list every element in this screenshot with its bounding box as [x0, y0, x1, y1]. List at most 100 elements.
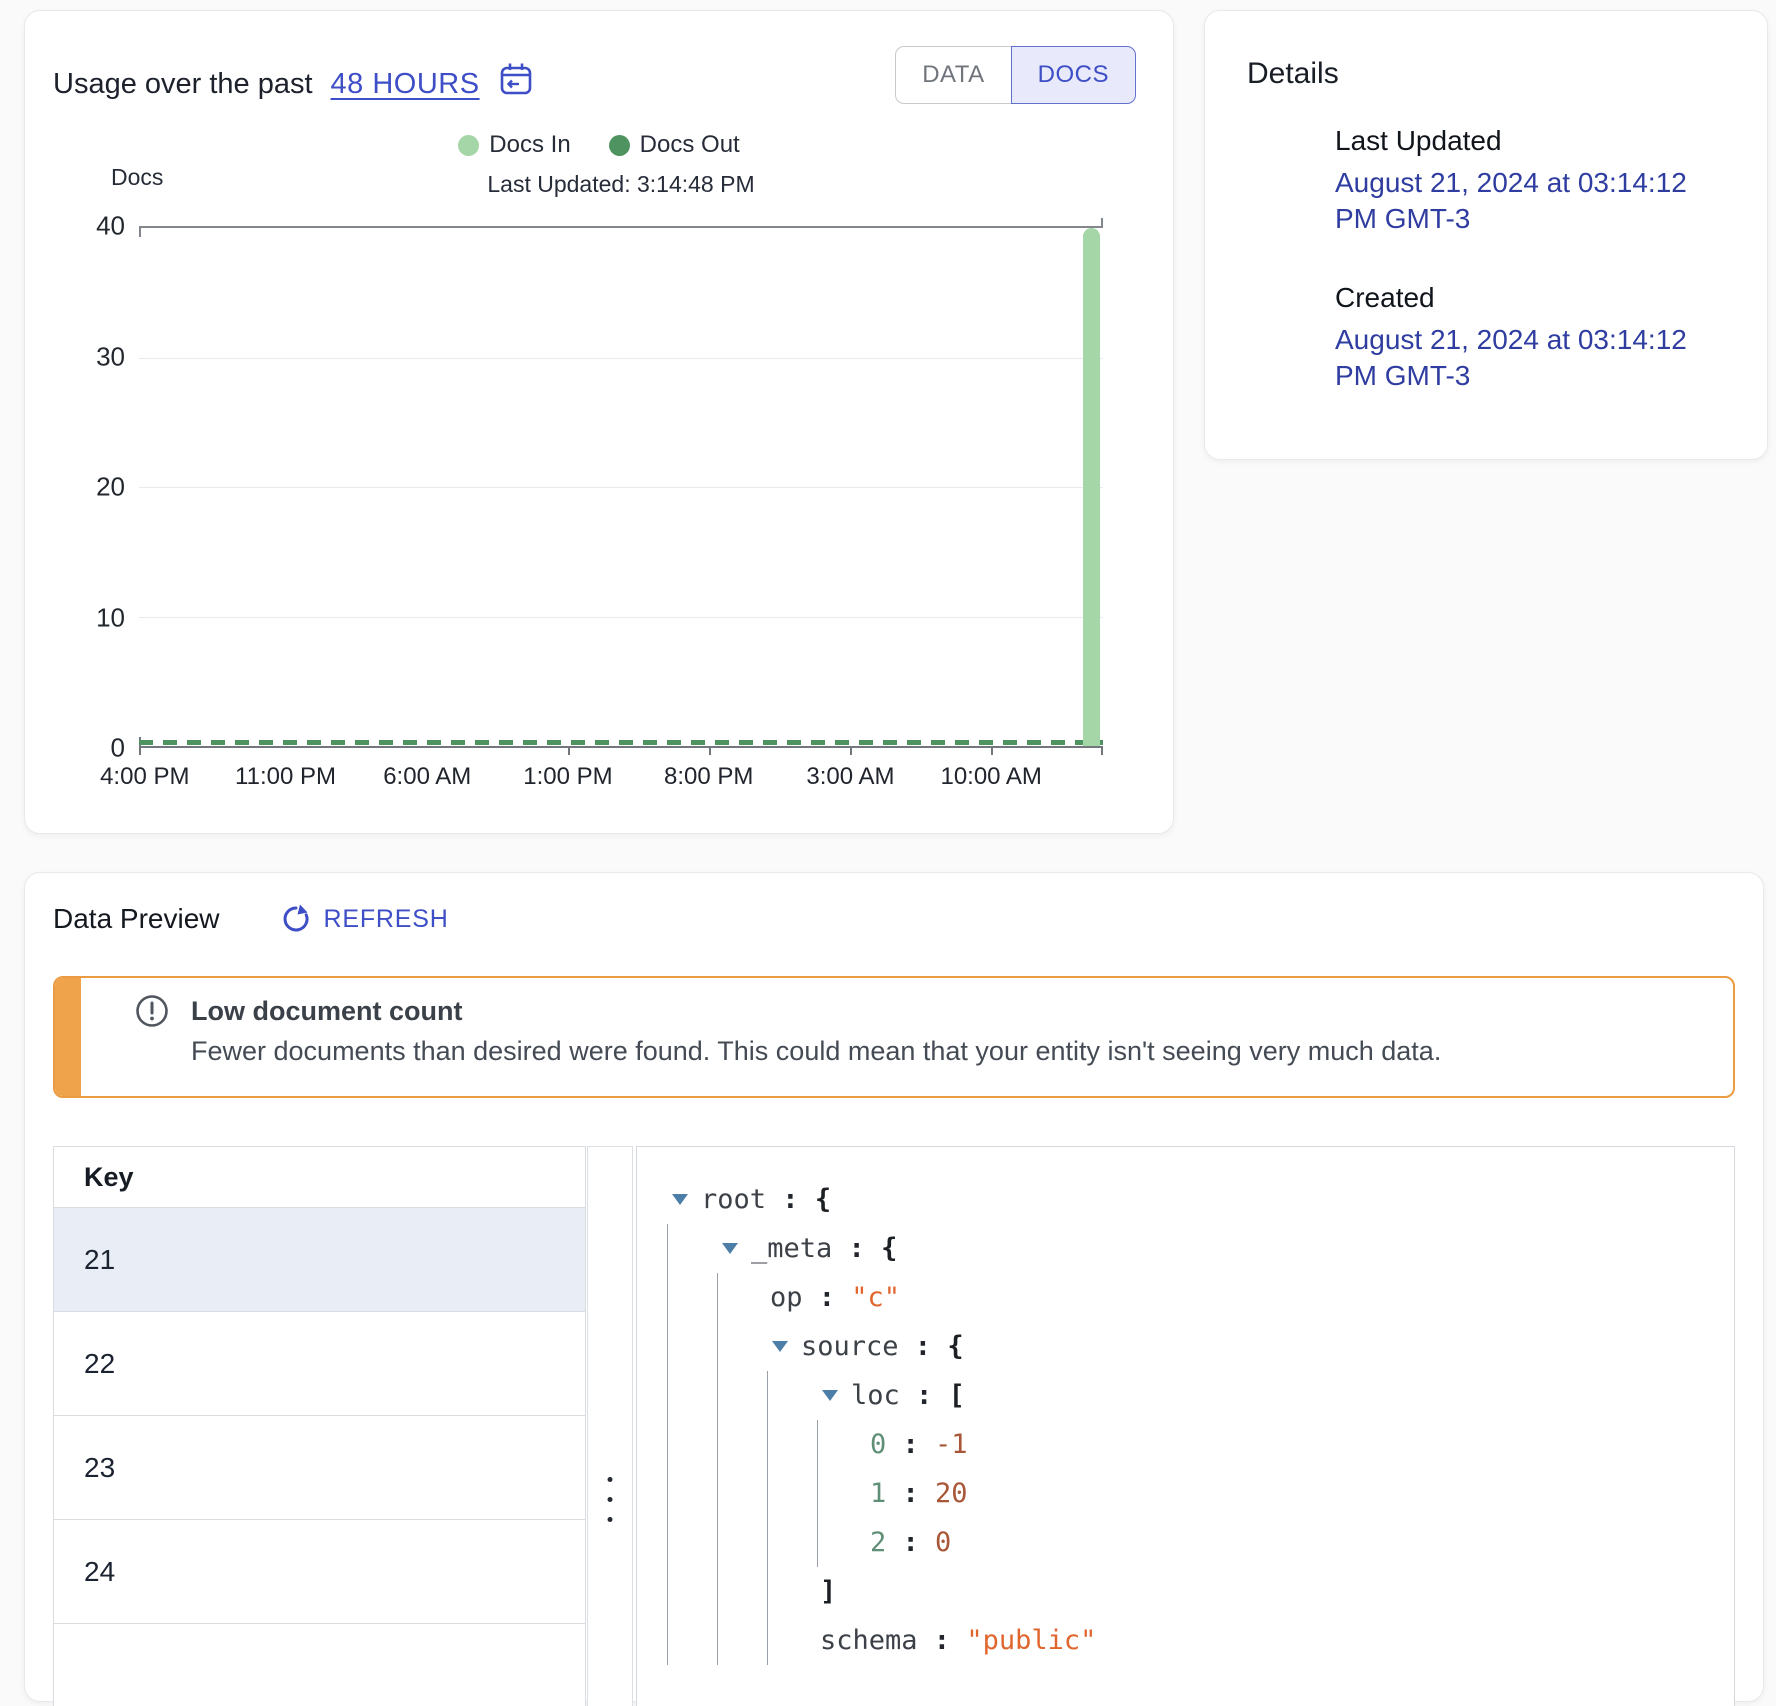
- details-items: Last Updated August 21, 2024 at 03:14:12…: [1335, 125, 1727, 395]
- details-title: Details: [1247, 57, 1339, 90]
- json-key: op: [770, 1282, 803, 1313]
- json-value: -1: [935, 1429, 968, 1460]
- refresh-button[interactable]: REFRESH: [280, 903, 449, 935]
- json-key: source: [801, 1331, 899, 1362]
- panel-resize-handle[interactable]: [587, 1146, 633, 1706]
- json-tree-line: _meta : {: [666, 1224, 1724, 1273]
- docs-out-dot-icon: [608, 134, 630, 156]
- calendar-icon[interactable]: [498, 61, 534, 97]
- indent-guide: [666, 1371, 716, 1420]
- collapse-arrow-icon[interactable]: [666, 1194, 701, 1205]
- warning-accent-bar: [55, 978, 81, 1096]
- key-table-row-partial: [54, 1624, 585, 1706]
- indent-guide: [666, 1567, 716, 1616]
- collapse-arrow-icon[interactable]: [766, 1341, 801, 1352]
- y-axis-tick-labels: 40 30 20 10 0: [45, 211, 125, 763]
- indent-guide: [666, 1322, 716, 1371]
- collapse-arrow-icon[interactable]: [816, 1390, 851, 1401]
- refresh-label: REFRESH: [323, 904, 449, 933]
- warning-icon: [135, 994, 169, 1028]
- gridline-20: [139, 487, 1103, 488]
- json-value: 0: [935, 1527, 952, 1558]
- indent-guide: [816, 1518, 866, 1567]
- chart-legend: Docs In Docs Out: [25, 131, 1173, 159]
- details-card: Details Last Updated August 21, 2024 at …: [1204, 10, 1768, 460]
- preview-content-row: Key 21 22 23 24 root : {_meta : { op : "c" so…: [53, 1146, 1735, 1706]
- json-tree-line: 2 : 0: [666, 1518, 1724, 1567]
- indent-guide: [716, 1469, 766, 1518]
- x-axis-tick: [1101, 746, 1103, 755]
- x-axis-tick: [850, 746, 853, 755]
- data-docs-toggle: DATA DOCS: [895, 46, 1136, 104]
- gridline-10: [139, 616, 1103, 618]
- collapse-arrow-icon[interactable]: [716, 1243, 751, 1254]
- key-table-row[interactable]: 23: [54, 1416, 585, 1521]
- x-axis-tick: [991, 746, 994, 755]
- toggle-data-button[interactable]: DATA: [895, 46, 1011, 104]
- indent-guide: [716, 1322, 766, 1371]
- data-preview-card: Data Preview REFRESH: [24, 872, 1764, 1706]
- key-table-row[interactable]: 24: [54, 1520, 585, 1625]
- gridline-30: [139, 357, 1103, 359]
- json-key: loc: [851, 1380, 900, 1411]
- usage-card: Usage over the past 48 HOURS DATA DOCS D…: [24, 10, 1174, 834]
- y-tick-label: 40: [96, 210, 125, 241]
- json-close-bracket: ]: [820, 1576, 837, 1607]
- key-table-row[interactable]: 22: [54, 1312, 585, 1417]
- y-tick-label: 30: [96, 341, 125, 371]
- json-value: "public": [966, 1625, 1097, 1656]
- json-open-bracket: {: [814, 1184, 832, 1215]
- data-preview-header: Data Preview REFRESH: [53, 899, 1735, 939]
- detail-item-created: Created August 21, 2024 at 03:14:12 PM G…: [1335, 282, 1727, 395]
- indent-guide: [766, 1616, 816, 1665]
- json-colon: :: [898, 1331, 948, 1362]
- docs-in-spike-bar[interactable]: [1083, 228, 1100, 746]
- usage-title: Usage over the past: [53, 68, 313, 100]
- x-tick-label: 1:00 PM: [523, 763, 613, 790]
- key-table-row[interactable]: 21: [54, 1208, 585, 1313]
- x-tick-label: 6:00 AM: [383, 763, 472, 790]
- time-range-link[interactable]: 48 HOURS: [330, 68, 480, 100]
- x-axis-tick: [708, 746, 711, 755]
- x-tick-label: 11:00 PM: [235, 763, 336, 790]
- json-value: "c": [851, 1282, 901, 1313]
- json-tree-line: root : {: [666, 1175, 1724, 1224]
- x-axis-tick-labels: 4:00 PM 11:00 PM 6:00 AM 1:00 PM 8:00 PM…: [100, 763, 1103, 803]
- drag-handle-icon: [607, 1477, 613, 1522]
- warning-content: Low document count Fewer documents than …: [55, 978, 1733, 1067]
- legend-item-docs-in[interactable]: Docs In: [458, 131, 571, 159]
- indent-guide: [766, 1567, 816, 1616]
- json-tree-line: 1 : 20: [666, 1469, 1724, 1518]
- json-open-bracket: {: [881, 1233, 898, 1264]
- docs-out-zero-line: [139, 740, 1103, 745]
- indent-guide: [666, 1224, 716, 1273]
- indent-guide: [716, 1567, 766, 1616]
- y-axis-title: Docs: [111, 164, 164, 190]
- chart-last-updated: Last Updated: 3:14:48 PM: [487, 171, 755, 197]
- x-axis-tick: [139, 746, 141, 755]
- detail-value: August 21, 2024 at 03:14:12 PM GMT-3: [1335, 323, 1687, 392]
- y-tick-label: 10: [96, 602, 125, 632]
- usage-card-header: Usage over the past 48 HOURS DATA DOCS: [25, 11, 1173, 104]
- key-table: Key 21 22 23 24: [53, 1146, 586, 1706]
- indent-guide: [666, 1518, 716, 1567]
- indent-guide: [766, 1371, 816, 1420]
- key-table-header: Key: [54, 1147, 585, 1209]
- indent-guide: [666, 1420, 716, 1469]
- legend-item-docs-out[interactable]: Docs Out: [608, 131, 740, 159]
- indent-guide: [766, 1518, 816, 1567]
- json-value: 20: [935, 1478, 968, 1509]
- indent-guide: [716, 1273, 766, 1322]
- indent-guide: [666, 1616, 716, 1665]
- warning-description: Fewer documents than desired were found.…: [191, 1036, 1442, 1066]
- json-key: 0: [870, 1429, 887, 1460]
- low-document-count-warning: Low document count Fewer documents than …: [53, 976, 1735, 1098]
- indent-guide: [766, 1420, 816, 1469]
- toggle-docs-button[interactable]: DOCS: [1010, 46, 1136, 104]
- json-document-tree: root : {_meta : {op : "c" source : {loc :…: [636, 1146, 1735, 1706]
- refresh-icon: [280, 903, 312, 935]
- json-colon: :: [899, 1380, 949, 1411]
- indent-guide: [716, 1420, 766, 1469]
- usage-chart-plot-area[interactable]: [139, 218, 1103, 755]
- axis-end-tick: [1101, 218, 1103, 228]
